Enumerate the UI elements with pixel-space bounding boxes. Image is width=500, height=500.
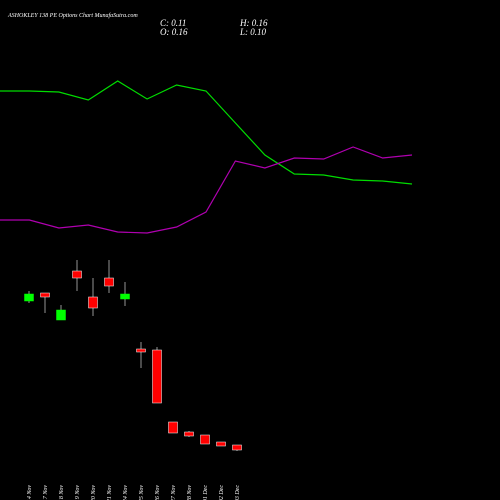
candle-body bbox=[56, 309, 66, 321]
x-tick-label: 26 Nov bbox=[155, 485, 161, 500]
x-tick-label: 24 Nov bbox=[122, 485, 129, 500]
low-info: L: 0.10 bbox=[239, 27, 267, 37]
candle-body bbox=[104, 277, 114, 287]
x-tick-label: 01 Dec bbox=[203, 485, 209, 500]
x-tick-label: 19 Nov bbox=[75, 485, 81, 500]
candle-body bbox=[200, 434, 210, 445]
candle-body bbox=[136, 348, 146, 353]
open-info: O: 0.16 bbox=[160, 27, 188, 37]
chart-title: ASHOKLEY 138 PE Options Chart MunafaSutr… bbox=[7, 12, 138, 19]
candle-body bbox=[88, 296, 98, 309]
x-tick-label: 14 Nov bbox=[26, 485, 33, 500]
candle-body bbox=[184, 431, 194, 437]
candle-body bbox=[152, 349, 162, 404]
candle-body bbox=[72, 270, 82, 279]
x-tick-label: 20 Nov bbox=[91, 485, 97, 500]
x-tick-label: 18 Nov bbox=[59, 485, 65, 500]
candle-body bbox=[40, 292, 50, 298]
x-tick-label: 21 Nov bbox=[107, 485, 113, 500]
candle-body bbox=[216, 441, 226, 447]
x-tick-label: 03 Dec bbox=[235, 485, 241, 500]
indicator-line bbox=[0, 80, 413, 185]
candle-body bbox=[232, 444, 242, 451]
x-tick-label: 25 Nov bbox=[139, 485, 145, 500]
close-info: C: 0.11 bbox=[160, 18, 186, 28]
x-tick-label: 02 Dec bbox=[219, 485, 225, 500]
x-tick-label: 17 Nov bbox=[43, 485, 49, 500]
candle-body bbox=[120, 293, 130, 300]
candle-body bbox=[24, 293, 34, 302]
candle-body bbox=[168, 421, 178, 434]
x-tick-label: 28 Nov bbox=[187, 485, 193, 500]
x-tick-label: 27 Nov bbox=[171, 485, 177, 500]
high-info: H: 0.16 bbox=[239, 18, 268, 28]
indicator-line bbox=[0, 146, 413, 234]
